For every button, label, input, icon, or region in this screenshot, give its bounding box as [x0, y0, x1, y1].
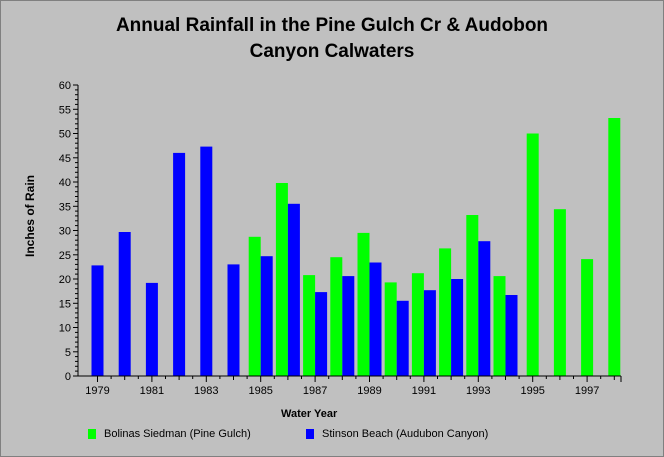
bar-bolinas-1993 [466, 215, 479, 376]
bar-bolinas-1989 [357, 232, 370, 376]
bar-bolinas-1998 [608, 118, 621, 376]
chart-title-line-2: Canyon Calwaters [249, 41, 415, 62]
bar-stinson-1992 [451, 279, 464, 376]
x-tick-label: 1997 [575, 385, 599, 397]
bar-bolinas-1991 [411, 273, 424, 376]
bar-stinson-1982 [173, 152, 186, 376]
x-tick-label: 1979 [85, 385, 109, 397]
legend-swatch-bolinas [88, 429, 96, 439]
bar-stinson-1983 [200, 146, 213, 376]
y-tick-label: 25 [59, 250, 71, 262]
legend-swatch-stinson [306, 429, 314, 439]
x-tick-label: 1987 [303, 385, 327, 397]
y-tick-label: 0 [65, 371, 71, 383]
bar-bolinas-1994 [493, 276, 506, 376]
x-tick-label: 1995 [520, 385, 544, 397]
bar-stinson-1979 [91, 265, 104, 376]
bar-bolinas-1990 [384, 282, 397, 376]
bar-bolinas-1987 [303, 275, 316, 376]
bar-bolinas-1992 [439, 248, 452, 376]
bar-bolinas-1995 [526, 133, 539, 376]
bar-bolinas-1985 [248, 236, 261, 376]
legend-label-bolinas: Bolinas Siedman (Pine Gulch) [104, 428, 251, 440]
bar-stinson-1987 [315, 292, 328, 376]
y-tick-label: 10 [59, 323, 71, 335]
bar-bolinas-1988 [330, 257, 343, 376]
bar-stinson-1981 [145, 282, 158, 376]
bar-stinson-1984 [227, 264, 240, 376]
bar-stinson-1985 [260, 256, 273, 376]
bar-bolinas-1986 [275, 183, 288, 376]
bar-stinson-1991 [423, 290, 436, 376]
y-tick-label: 45 [59, 153, 71, 165]
x-axis-label: Water Year [281, 408, 338, 420]
bar-stinson-1986 [287, 203, 300, 376]
bar-stinson-1993 [478, 241, 491, 376]
x-tick-label: 1983 [194, 385, 218, 397]
y-tick-label: 5 [65, 347, 71, 359]
x-tick-label: 1991 [412, 385, 436, 397]
y-tick-label: 60 [59, 80, 71, 92]
x-tick-label: 1993 [466, 385, 490, 397]
chart-title-line-1: Annual Rainfall in the Pine Gulch Cr & A… [115, 15, 549, 36]
y-tick-label: 50 [59, 129, 71, 141]
y-tick-label: 15 [59, 298, 71, 310]
bar-stinson-1990 [396, 300, 409, 376]
legend-label-stinson: Stinson Beach (Audubon Canyon) [322, 428, 489, 440]
x-tick-label: 1981 [140, 385, 164, 397]
x-tick-label: 1985 [248, 385, 272, 397]
bar-bolinas-1997 [581, 259, 594, 376]
y-tick-label: 55 [59, 104, 71, 116]
y-tick-label: 20 [59, 274, 71, 286]
y-tick-label: 40 [59, 177, 71, 189]
bar-stinson-1988 [342, 276, 355, 376]
x-tick-label: 1989 [357, 385, 381, 397]
bar-stinson-1989 [369, 262, 382, 376]
bar-bolinas-1996 [553, 209, 566, 376]
y-tick-label: 30 [59, 226, 71, 238]
bar-stinson-1994 [505, 295, 518, 376]
bar-stinson-1980 [118, 232, 131, 376]
y-tick-label: 35 [59, 201, 71, 213]
